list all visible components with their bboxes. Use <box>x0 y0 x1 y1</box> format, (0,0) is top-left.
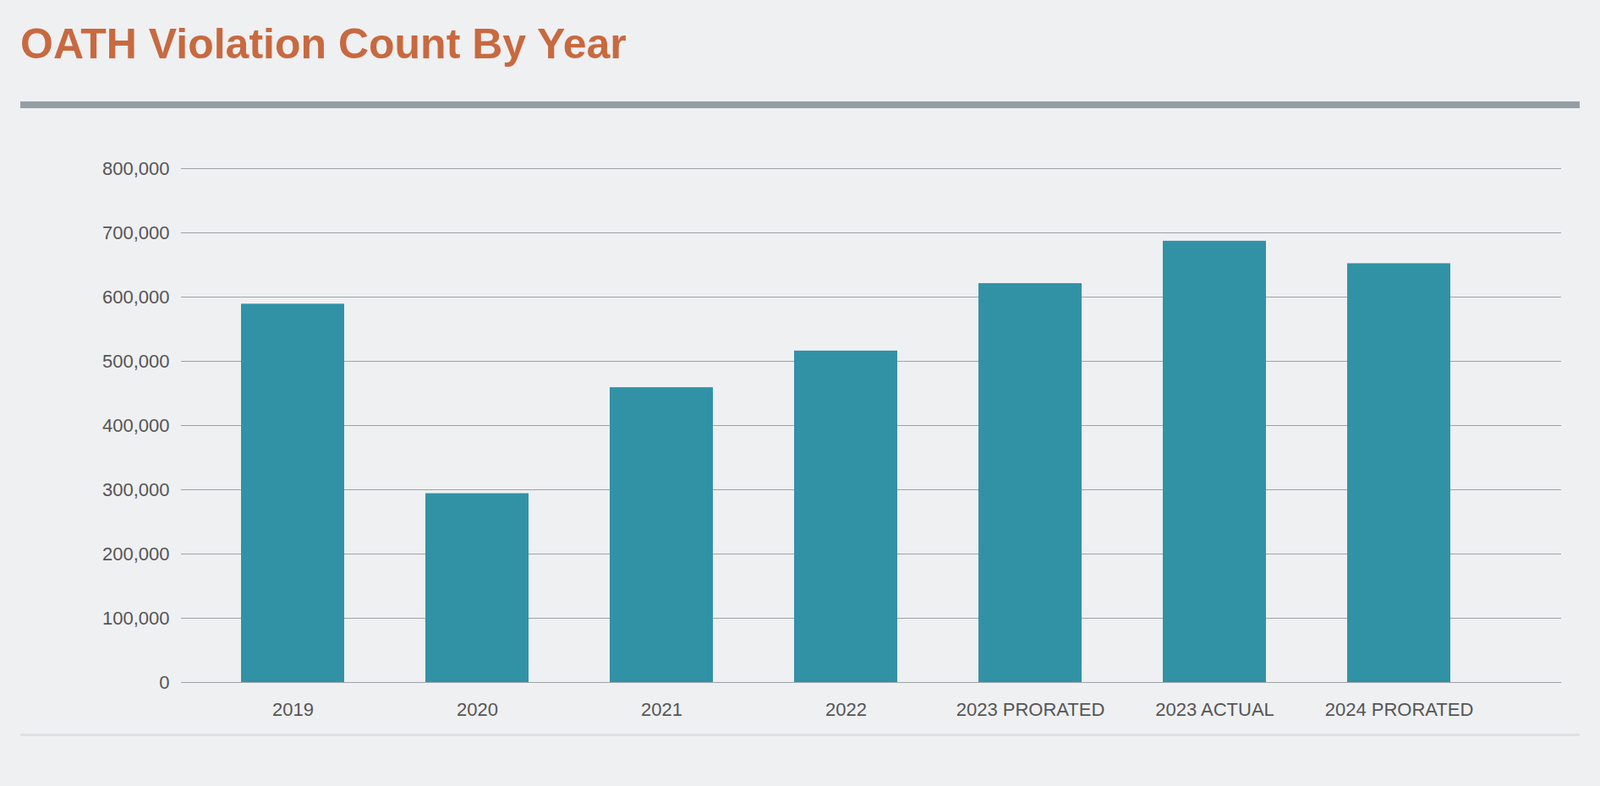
svg-text:400,000: 400,000 <box>102 415 170 437</box>
svg-text:800,000: 800,000 <box>102 158 170 180</box>
svg-text:2023 ACTUAL: 2023 ACTUAL <box>1155 699 1275 721</box>
svg-text:200,000: 200,000 <box>102 543 170 565</box>
svg-text:700,000: 700,000 <box>102 222 170 244</box>
svg-text:300,000: 300,000 <box>102 479 170 501</box>
svg-text:2023 PRORATED: 2023 PRORATED <box>956 699 1106 721</box>
html-text:OATH Violation Count By Year: OATH Violation Count By Year <box>20 20 627 68</box>
svg-text:2022: 2022 <box>825 699 867 721</box>
svg-text:2024 PRORATED: 2024 PRORATED <box>1325 699 1474 721</box>
svg-text:600,000: 600,000 <box>102 286 170 308</box>
svg-text:2019: 2019 <box>272 699 314 721</box>
svg-text:100,000: 100,000 <box>102 608 170 630</box>
svg-text:500,000: 500,000 <box>102 350 170 373</box>
svg-text:0: 0 <box>158 672 170 694</box>
svg-text:2021: 2021 <box>641 699 683 721</box>
svg-text:2020: 2020 <box>456 699 499 721</box>
